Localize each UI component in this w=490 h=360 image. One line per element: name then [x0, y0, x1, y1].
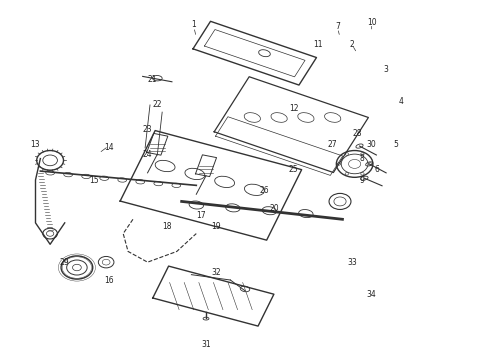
Text: 10: 10 — [367, 18, 376, 27]
Text: 32: 32 — [211, 268, 220, 277]
Text: 20: 20 — [270, 204, 279, 213]
Text: 26: 26 — [260, 186, 270, 195]
Text: 2: 2 — [350, 40, 355, 49]
Text: 28: 28 — [352, 129, 362, 138]
Text: 18: 18 — [162, 222, 172, 231]
Text: 9: 9 — [360, 176, 365, 185]
Text: 25: 25 — [289, 165, 298, 174]
Text: 24: 24 — [143, 150, 152, 159]
Text: 30: 30 — [367, 140, 376, 149]
Text: 13: 13 — [31, 140, 40, 149]
Text: 17: 17 — [196, 211, 206, 220]
Text: 27: 27 — [328, 140, 338, 149]
Text: 16: 16 — [104, 275, 113, 284]
Text: 3: 3 — [384, 65, 389, 74]
Text: 29: 29 — [60, 258, 70, 267]
Text: 6: 6 — [374, 165, 379, 174]
Text: 7: 7 — [335, 22, 340, 31]
Text: 22: 22 — [152, 100, 162, 109]
Text: 12: 12 — [289, 104, 298, 113]
Text: 5: 5 — [393, 140, 398, 149]
Text: 15: 15 — [89, 176, 99, 185]
Text: 14: 14 — [104, 143, 113, 152]
Text: 21: 21 — [147, 76, 157, 85]
Text: 23: 23 — [143, 126, 152, 135]
Text: 19: 19 — [211, 222, 220, 231]
Text: 8: 8 — [360, 154, 364, 163]
Text: 34: 34 — [367, 290, 376, 299]
Text: 1: 1 — [192, 20, 196, 29]
Text: 31: 31 — [201, 340, 211, 349]
Text: 11: 11 — [313, 40, 323, 49]
Text: 33: 33 — [347, 258, 357, 267]
Text: 4: 4 — [398, 97, 403, 106]
